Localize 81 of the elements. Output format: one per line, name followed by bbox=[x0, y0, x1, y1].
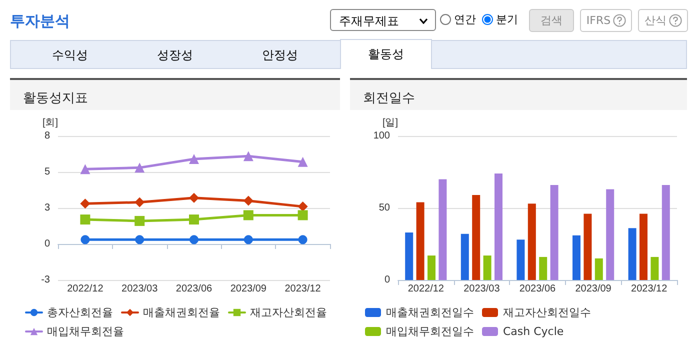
bar bbox=[460, 234, 469, 280]
bar bbox=[438, 179, 447, 280]
point bbox=[189, 214, 199, 225]
bar bbox=[572, 235, 580, 280]
point bbox=[80, 198, 90, 209]
point bbox=[243, 151, 254, 162]
point bbox=[135, 235, 144, 244]
y-tick-label: 5 bbox=[44, 166, 50, 178]
text: 산식 bbox=[638, 9, 688, 32]
y-tick-label: -3 bbox=[41, 274, 50, 286]
point bbox=[298, 156, 308, 167]
point bbox=[80, 235, 90, 244]
x-tick-label: 2023/12 bbox=[631, 284, 668, 294]
text: 연간 bbox=[453, 12, 476, 27]
x-tick-label: 2023/06 bbox=[519, 284, 556, 294]
legend-label: 재고자산회전율 bbox=[250, 306, 327, 319]
legend-label: 매입채무회전일수 bbox=[386, 325, 474, 338]
point bbox=[134, 162, 145, 173]
legend-label: Cash Cycle bbox=[503, 325, 564, 338]
point bbox=[298, 202, 308, 212]
y-tick-label: 8 bbox=[44, 130, 50, 142]
bar bbox=[594, 258, 603, 280]
bar bbox=[405, 232, 414, 280]
y-tick-label: 3 bbox=[44, 202, 50, 214]
bar bbox=[528, 204, 536, 280]
text: 성장성 bbox=[156, 46, 194, 64]
x-tick-label: 2023/06 bbox=[176, 284, 213, 294]
text: 투자분석 bbox=[10, 12, 70, 31]
bar bbox=[662, 184, 670, 280]
y-axis-title: [일] bbox=[382, 118, 398, 128]
legend-label: 매출채권회전일수 bbox=[386, 306, 474, 319]
legend-label: 재고자산회전일수 bbox=[503, 306, 591, 319]
text: 분기 bbox=[495, 12, 518, 27]
bar bbox=[550, 184, 558, 280]
y-tick-label: 0 bbox=[44, 238, 50, 250]
point bbox=[80, 214, 90, 225]
x-tick-label: 2022/12 bbox=[67, 284, 104, 294]
point bbox=[298, 235, 308, 244]
bar bbox=[628, 228, 636, 280]
legend-label: 총자산회전율 bbox=[47, 306, 113, 319]
bar bbox=[472, 195, 480, 280]
text: 안정성 bbox=[261, 46, 299, 64]
text: 활동성 bbox=[340, 39, 432, 69]
bar bbox=[606, 189, 614, 280]
y-axis-title: [회] bbox=[42, 118, 58, 128]
bar bbox=[584, 214, 592, 280]
bar bbox=[428, 256, 436, 280]
y-tick-label: 0 bbox=[384, 274, 390, 286]
x-tick-label: 2022/12 bbox=[408, 284, 444, 294]
bar bbox=[650, 256, 659, 280]
point bbox=[190, 235, 198, 244]
point bbox=[244, 235, 253, 244]
legend-label: 매입채무회전율 bbox=[47, 325, 124, 338]
point bbox=[134, 216, 145, 226]
point bbox=[189, 154, 199, 164]
legend-label: 매출채권회전율 bbox=[143, 306, 220, 319]
point bbox=[298, 210, 308, 220]
point bbox=[243, 196, 254, 206]
bar bbox=[539, 256, 548, 280]
x-tick-label: 2023/03 bbox=[464, 284, 500, 294]
bar bbox=[416, 202, 424, 280]
bar bbox=[640, 214, 648, 280]
x-tick-label: 2023/09 bbox=[230, 284, 267, 294]
chart-title: 회전일수 bbox=[363, 91, 415, 106]
x-tick-label: 2023/12 bbox=[284, 284, 322, 294]
chart-title: 활동성지표 bbox=[23, 91, 88, 106]
point bbox=[134, 197, 145, 208]
bar bbox=[516, 240, 525, 280]
x-tick-label: 2023/03 bbox=[122, 284, 158, 294]
bar bbox=[483, 256, 492, 280]
text: 주재무제표 bbox=[330, 9, 436, 31]
point bbox=[243, 210, 254, 220]
text: IFRS bbox=[580, 9, 632, 32]
text: 수익성 bbox=[51, 46, 89, 64]
point bbox=[189, 192, 199, 203]
x-tick-label: 2023/09 bbox=[575, 284, 612, 294]
bar bbox=[494, 173, 502, 280]
y-tick-label: 100 bbox=[373, 130, 390, 142]
y-tick-label: 50 bbox=[378, 202, 390, 214]
text: 검색 bbox=[529, 9, 574, 32]
point bbox=[80, 164, 90, 174]
